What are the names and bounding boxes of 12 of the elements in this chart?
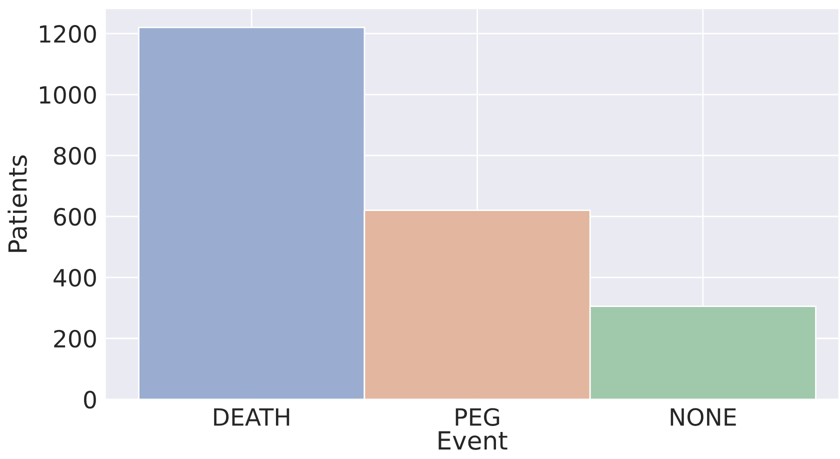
x-tick-label: NONE: [670, 408, 736, 426]
x-tick-label: PEG: [456, 408, 500, 426]
y-tick-label: 200: [54, 330, 96, 348]
x-tick-label: DEATH: [214, 408, 290, 426]
y-tick-label: 1200: [40, 25, 96, 43]
y-tick-label: 800: [54, 146, 96, 165]
y-tick-label: 1000: [40, 86, 96, 104]
y-tick-label: 400: [54, 268, 96, 287]
x-axis-title: Event: [438, 431, 508, 450]
y-tick-label: 600: [54, 208, 96, 226]
y-tick-label: 0: [84, 390, 96, 409]
y-axis-title: Patients: [8, 155, 28, 252]
